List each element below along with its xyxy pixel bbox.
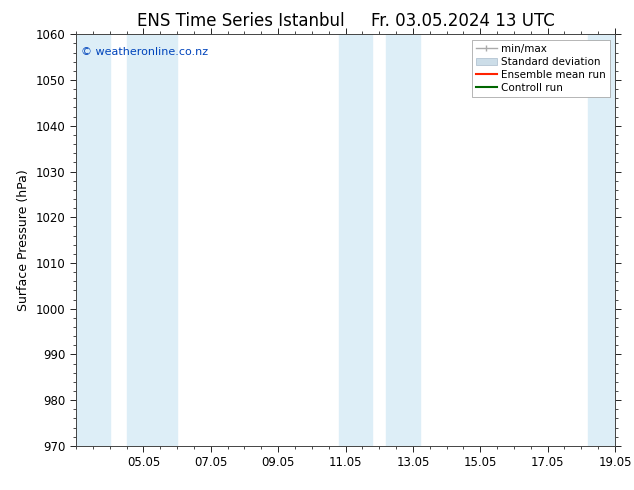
Text: ENS Time Series Istanbul: ENS Time Series Istanbul (137, 12, 345, 30)
Bar (339, 34, 373, 446)
Text: Fr. 03.05.2024 13 UTC: Fr. 03.05.2024 13 UTC (371, 12, 555, 30)
Bar (76, 34, 110, 446)
Legend: min/max, Standard deviation, Ensemble mean run, Controll run: min/max, Standard deviation, Ensemble me… (472, 40, 610, 97)
Bar (127, 34, 177, 446)
Bar (588, 34, 615, 446)
Bar (386, 34, 420, 446)
Y-axis label: Surface Pressure (hPa): Surface Pressure (hPa) (17, 169, 30, 311)
Text: © weatheronline.co.nz: © weatheronline.co.nz (81, 47, 209, 57)
